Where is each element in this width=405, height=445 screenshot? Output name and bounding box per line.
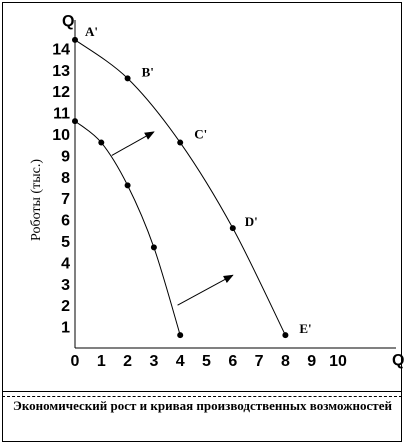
x-tick-label: 1	[97, 353, 106, 370]
y-tick-label: 1	[61, 320, 70, 337]
y-tick-label: 5	[61, 234, 70, 251]
y-tick-label: 9	[61, 148, 70, 165]
y-tick-label: 14	[52, 41, 70, 58]
y-tick-label: 13	[52, 63, 70, 80]
caption-divider	[2, 396, 402, 397]
caption-box	[2, 391, 402, 442]
y-tick-label: 11	[53, 106, 70, 123]
y-axis-label: Роботы (тыс.)	[29, 159, 44, 241]
x-tick-label: 2	[123, 353, 132, 370]
axes: Q Q Роботы (тыс.)	[29, 13, 404, 369]
ppf-curve-1	[74, 120, 181, 336]
curves	[74, 39, 286, 336]
x-tick-label: 5	[202, 353, 211, 370]
x-tick-label: 6	[228, 353, 237, 370]
data-point	[98, 139, 105, 146]
data-point	[72, 36, 78, 43]
x-tick-label: 8	[281, 353, 290, 370]
data-point	[177, 332, 184, 339]
y-tick-label: 4	[61, 255, 70, 272]
x-tick-label: 3	[149, 353, 158, 370]
data-points	[72, 36, 289, 339]
data-point	[229, 225, 236, 232]
x-axis-letter: Q	[392, 352, 404, 369]
x-tick-label: 10	[329, 353, 347, 370]
point-label: A'	[85, 24, 98, 39]
y-tick-label: 8	[61, 170, 70, 187]
figure-frame	[2, 2, 402, 442]
data-point	[177, 139, 184, 146]
figure-caption: Экономический рост и кривая производстве…	[13, 398, 392, 413]
x-tick-label: 0	[71, 353, 80, 370]
y-tick-label: 3	[61, 277, 70, 294]
y-tick-label: 12	[52, 84, 70, 101]
growth-arrow	[177, 274, 234, 306]
point-label: B'	[142, 64, 154, 79]
data-point	[124, 75, 131, 82]
ppf-curve-2	[74, 39, 286, 336]
point-label: D'	[245, 214, 258, 229]
data-point	[282, 332, 289, 339]
x-tick-label: 7	[255, 353, 264, 370]
growth-arrow	[111, 131, 155, 156]
point-label: C'	[194, 127, 207, 142]
data-point	[124, 182, 131, 189]
data-point	[150, 244, 157, 251]
y-tick-label: 10	[52, 127, 70, 144]
y-axis-letter: Q	[62, 13, 74, 30]
y-tick-label: 2	[61, 298, 70, 315]
y-tick-label: 6	[61, 213, 70, 230]
point-label: E'	[299, 321, 311, 336]
x-tick-label: 4	[176, 353, 185, 370]
data-point	[72, 118, 78, 125]
y-tick-label: 7	[61, 191, 70, 208]
x-tick-label: 9	[307, 353, 316, 370]
